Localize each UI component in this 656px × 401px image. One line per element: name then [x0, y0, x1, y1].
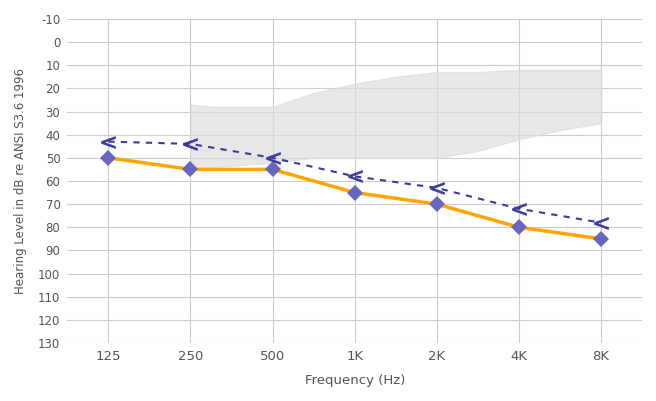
Y-axis label: Hearing Level in dB re ANSI S3.6 1996: Hearing Level in dB re ANSI S3.6 1996	[14, 68, 27, 294]
X-axis label: Frequency (Hz): Frequency (Hz)	[304, 374, 405, 387]
